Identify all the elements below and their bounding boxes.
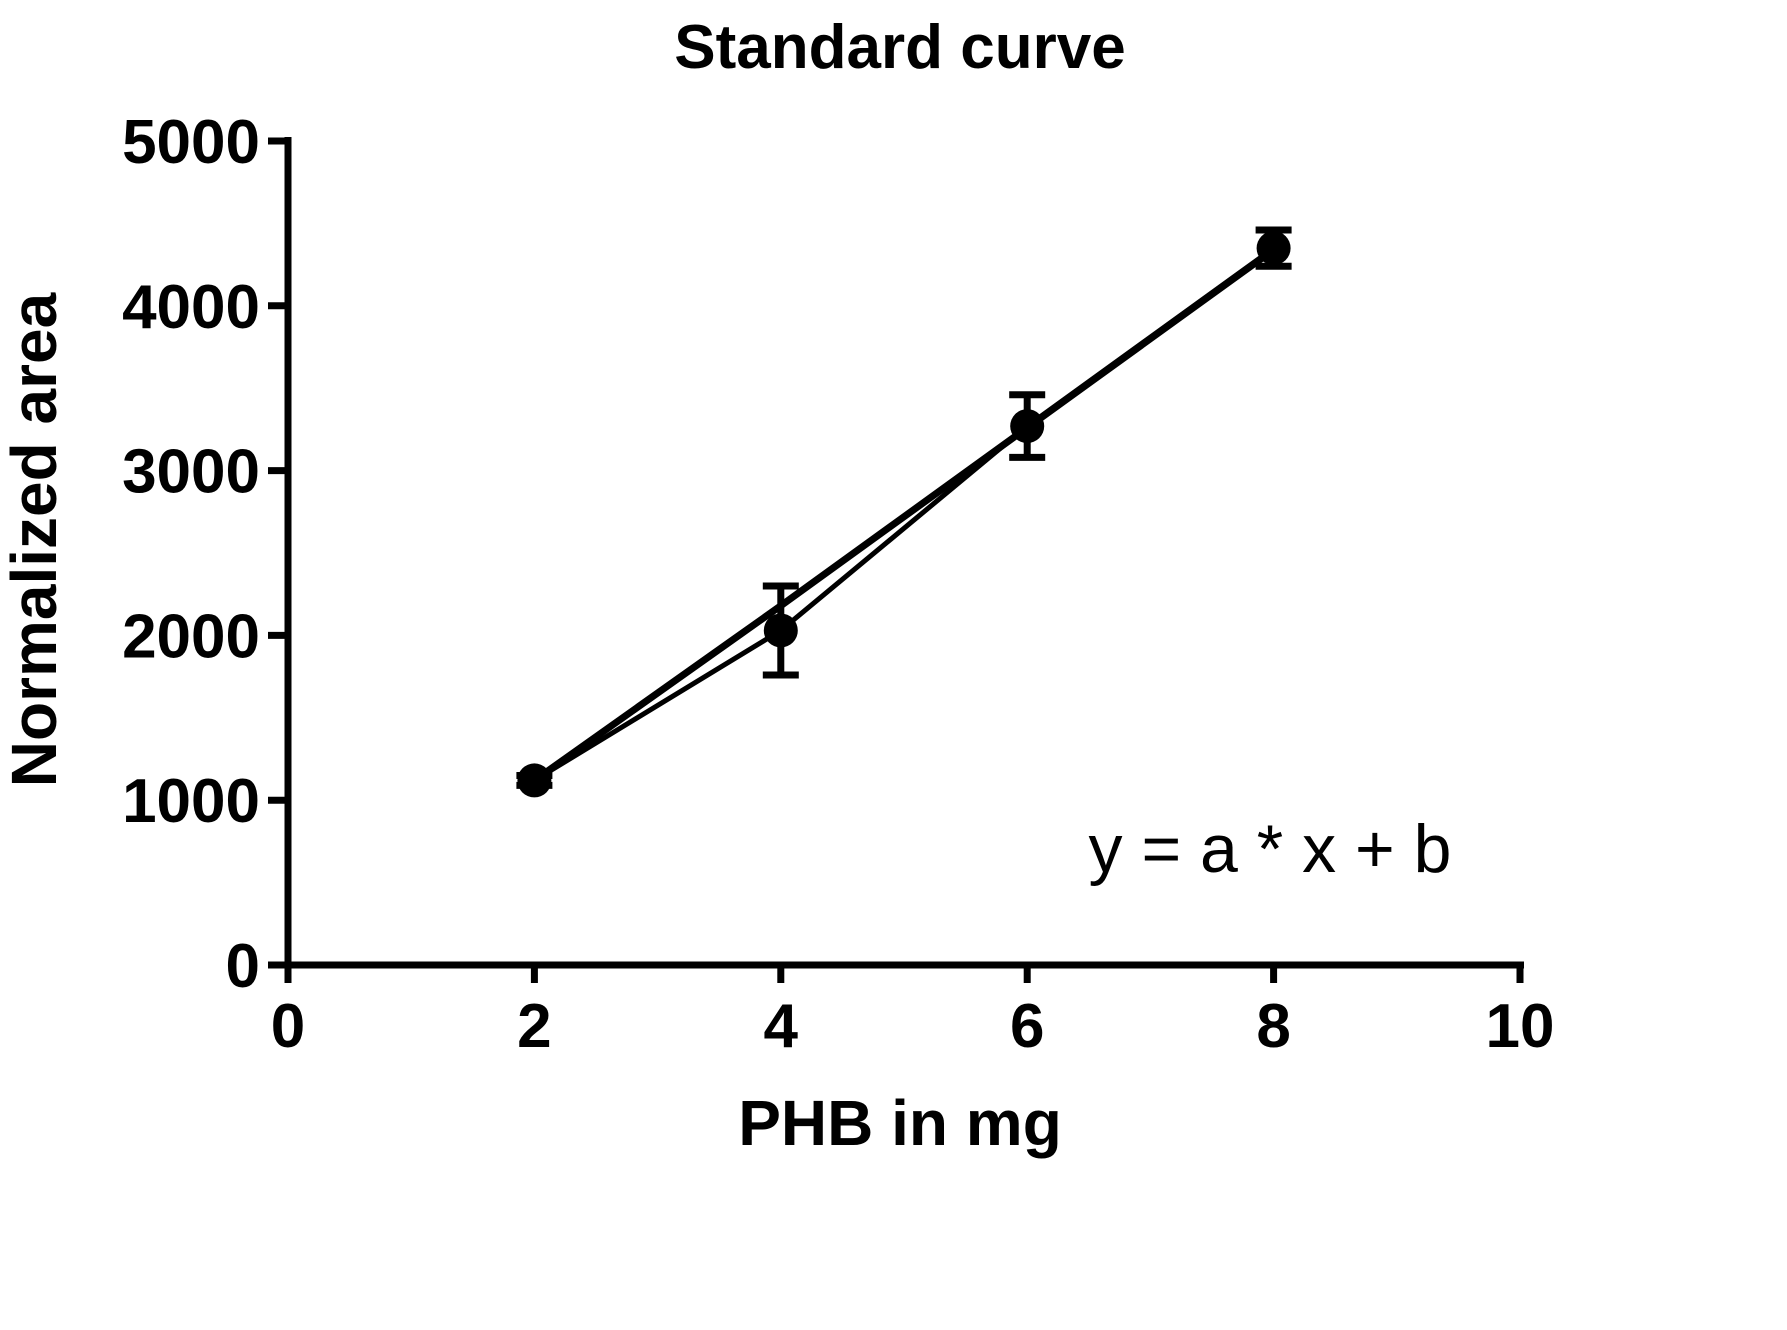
x-tick-label: 4 [764, 992, 799, 1061]
x-tick-label: 6 [1010, 992, 1044, 1061]
x-tick-label: 8 [1256, 992, 1290, 1061]
chart-title: Standard curve [674, 13, 1125, 82]
data-point [517, 763, 552, 798]
axes [284, 137, 1524, 969]
y-tick-label: 4000 [122, 273, 260, 342]
x-tick-label: 10 [1486, 992, 1555, 1061]
data-line [533, 246, 1276, 783]
ticks: 0 2 4 6 8 10 0 1000 2000 3000 4000 5000 [122, 108, 1554, 1061]
x-axis-label: PHB in mg [738, 1087, 1062, 1159]
y-tick-label: 0 [226, 932, 260, 1001]
data-series [516, 226, 1292, 798]
data-point [1010, 409, 1045, 444]
equation-annotation: y = a * x + b [1089, 811, 1452, 887]
y-tick-label: 5000 [122, 108, 260, 177]
y-axis-label: Normalized area [0, 292, 70, 787]
y-tick-label: 3000 [122, 438, 260, 507]
x-tick-label: 2 [517, 992, 551, 1061]
y-tick-label: 2000 [122, 602, 260, 671]
data-point [763, 613, 798, 648]
x-tick-label: 0 [271, 992, 305, 1061]
data-point [1256, 231, 1291, 266]
y-tick-label: 1000 [122, 767, 260, 836]
